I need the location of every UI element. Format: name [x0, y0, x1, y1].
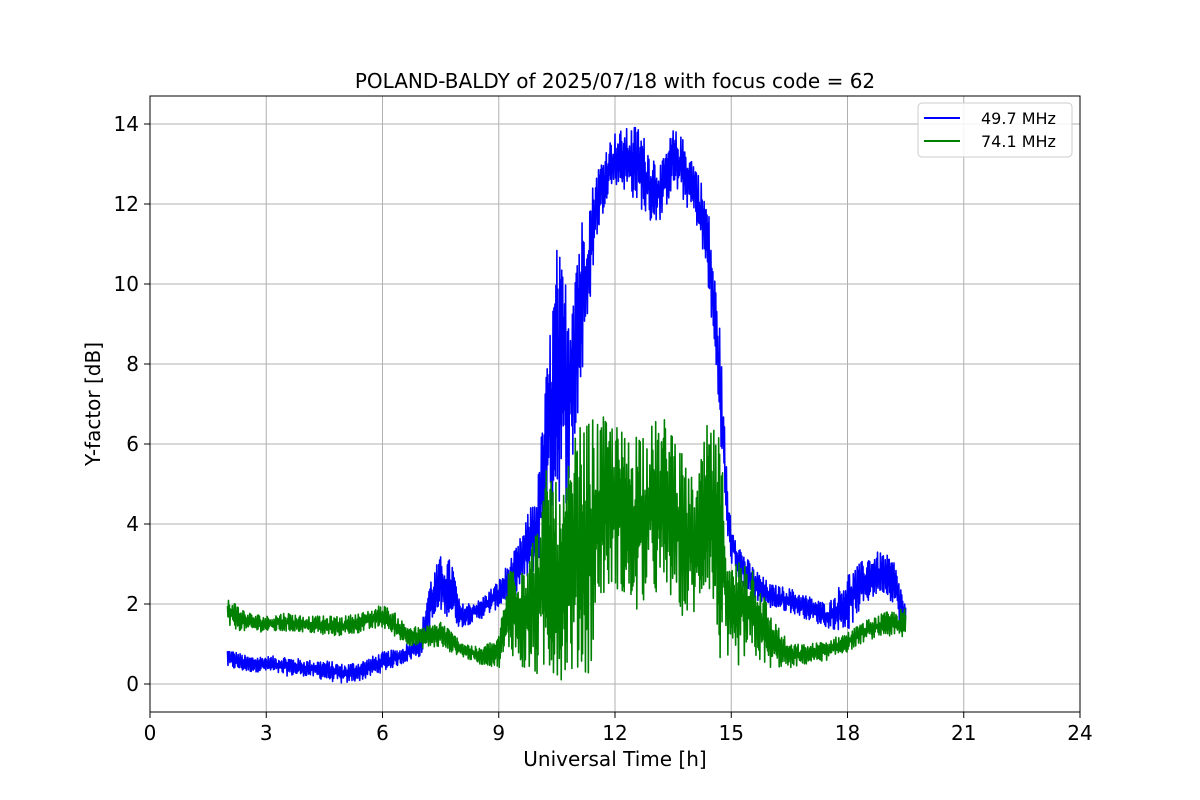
series-layer: [226, 126, 907, 684]
x-tick-label: 18: [835, 721, 860, 745]
chart-title: POLAND-BALDY of 2025/07/18 with focus co…: [355, 69, 875, 93]
y-tick-label: 14: [114, 112, 139, 136]
y-tick-label: 8: [126, 352, 139, 376]
legend-label-49-7-mhz: 49.7 MHz: [981, 109, 1056, 128]
x-tick-label: 21: [951, 721, 976, 745]
y-tick-label: 6: [126, 432, 139, 456]
y-axis-label: Y-factor [dB]: [81, 342, 105, 467]
y-tick-label: 4: [126, 512, 139, 536]
x-axis: 0 3 6 9 12 15 18 21 24: [144, 712, 1093, 745]
x-tick-label: 6: [376, 721, 389, 745]
x-tick-label: 24: [1067, 721, 1092, 745]
x-axis-label: Universal Time [h]: [523, 747, 706, 771]
y-tick-label: 2: [126, 592, 139, 616]
legend: 49.7 MHz 74.1 MHz: [917, 102, 1073, 158]
legend-box: [917, 102, 1073, 158]
series-line-74-1-mhz: [226, 416, 907, 681]
series-line-49-7-mhz: [226, 126, 907, 684]
y-tick-label: 12: [114, 192, 139, 216]
x-tick-label: 9: [492, 721, 505, 745]
x-tick-label: 12: [602, 721, 627, 745]
legend-label-74-1-mhz: 74.1 MHz: [981, 132, 1056, 151]
y-tick-label: 10: [114, 272, 139, 296]
y-axis: 0 2 4 6 8 10 12 14: [114, 112, 150, 696]
x-tick-label: 0: [144, 721, 157, 745]
x-tick-label: 15: [719, 721, 744, 745]
y-tick-label: 0: [126, 672, 139, 696]
x-tick-label: 3: [260, 721, 273, 745]
